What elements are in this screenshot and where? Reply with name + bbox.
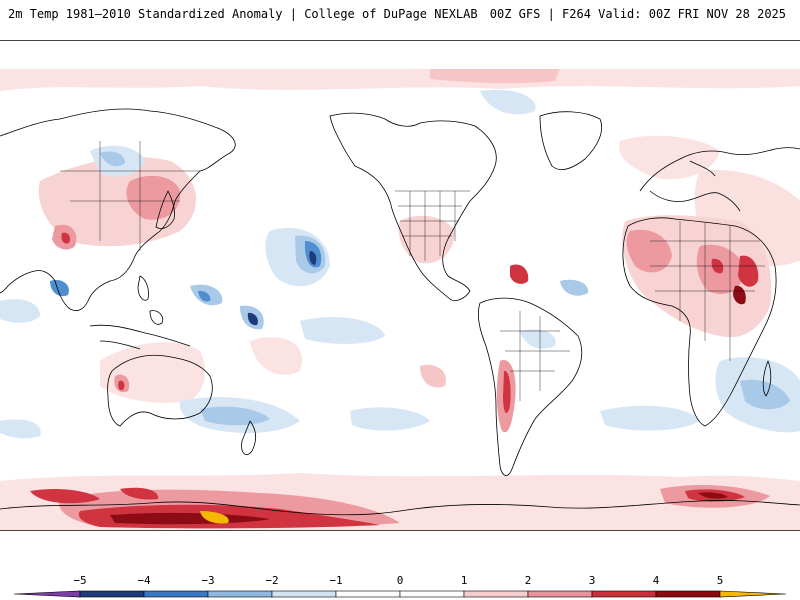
colorbar-ticks: −5 −4 −3 −2 −1 0 1 2 3 4 5 [73, 574, 723, 587]
philippines-outline [137, 275, 149, 301]
colorbar-tick-label: −2 [265, 574, 278, 587]
africa-outline [622, 217, 777, 427]
colorbar-segment [335, 590, 401, 598]
colorbar-tick-label: −1 [329, 574, 342, 587]
colorbar-tick-label: −3 [201, 574, 214, 587]
antarctica-outline [0, 500, 800, 516]
header: 2m Temp 1981–2010 Standardized Anomaly |… [0, 0, 800, 30]
indonesia-outline [89, 310, 191, 350]
colorbar-tick-label: 3 [589, 574, 596, 587]
model-run-info: 00Z GFS | F264 Valid: 00Z FRI NOV 28 202… [489, 7, 786, 21]
colorbar-tick-label: −4 [137, 574, 151, 587]
map-title: 2m Temp 1981–2010 Standardized Anomaly |… [8, 7, 478, 21]
south-america-outline [478, 297, 583, 476]
colorbar-segment [13, 590, 81, 598]
colorbar-segment [143, 590, 209, 598]
greenland-outline [539, 111, 602, 170]
colorbar-tick-label: 1 [461, 574, 468, 587]
colorbar-tick-label: 5 [717, 574, 724, 587]
colorbar-segment [655, 590, 721, 598]
colorbar-segment [591, 590, 657, 598]
colorbar-segment [79, 590, 145, 598]
colorbar-segment [399, 590, 465, 598]
colorbar-legend: −5 −4 −3 −2 −1 0 1 2 3 4 5 [0, 570, 800, 600]
colorbar-tick-label: −5 [73, 574, 86, 587]
europe-outline [639, 147, 800, 212]
madagascar-outline [762, 360, 772, 397]
colorbar-segment [527, 590, 593, 598]
cold-anomaly-shading [0, 89, 800, 439]
colorbar-tick-label: 4 [653, 574, 660, 587]
colorbar-bar [13, 590, 787, 598]
colorbar-segment [271, 590, 337, 598]
colorbar-segment [719, 590, 787, 598]
colorbar-tick-label: 2 [525, 574, 532, 587]
colorbar-segment [207, 590, 273, 598]
colorbar-segment [463, 590, 529, 598]
north-america-outline [329, 112, 497, 301]
new-zealand-outline [241, 420, 256, 455]
colorbar-tick-label: 0 [397, 574, 404, 587]
continent-outlines [0, 108, 800, 516]
world-map-svg [0, 41, 800, 530]
asia-outline [0, 108, 236, 311]
japan-outline [155, 190, 175, 229]
australia-outline [107, 354, 213, 427]
political-boundaries [60, 141, 765, 401]
anomaly-map[interactable] [0, 40, 800, 531]
colorbar-svg: −5 −4 −3 −2 −1 0 1 2 3 4 5 [13, 574, 787, 598]
